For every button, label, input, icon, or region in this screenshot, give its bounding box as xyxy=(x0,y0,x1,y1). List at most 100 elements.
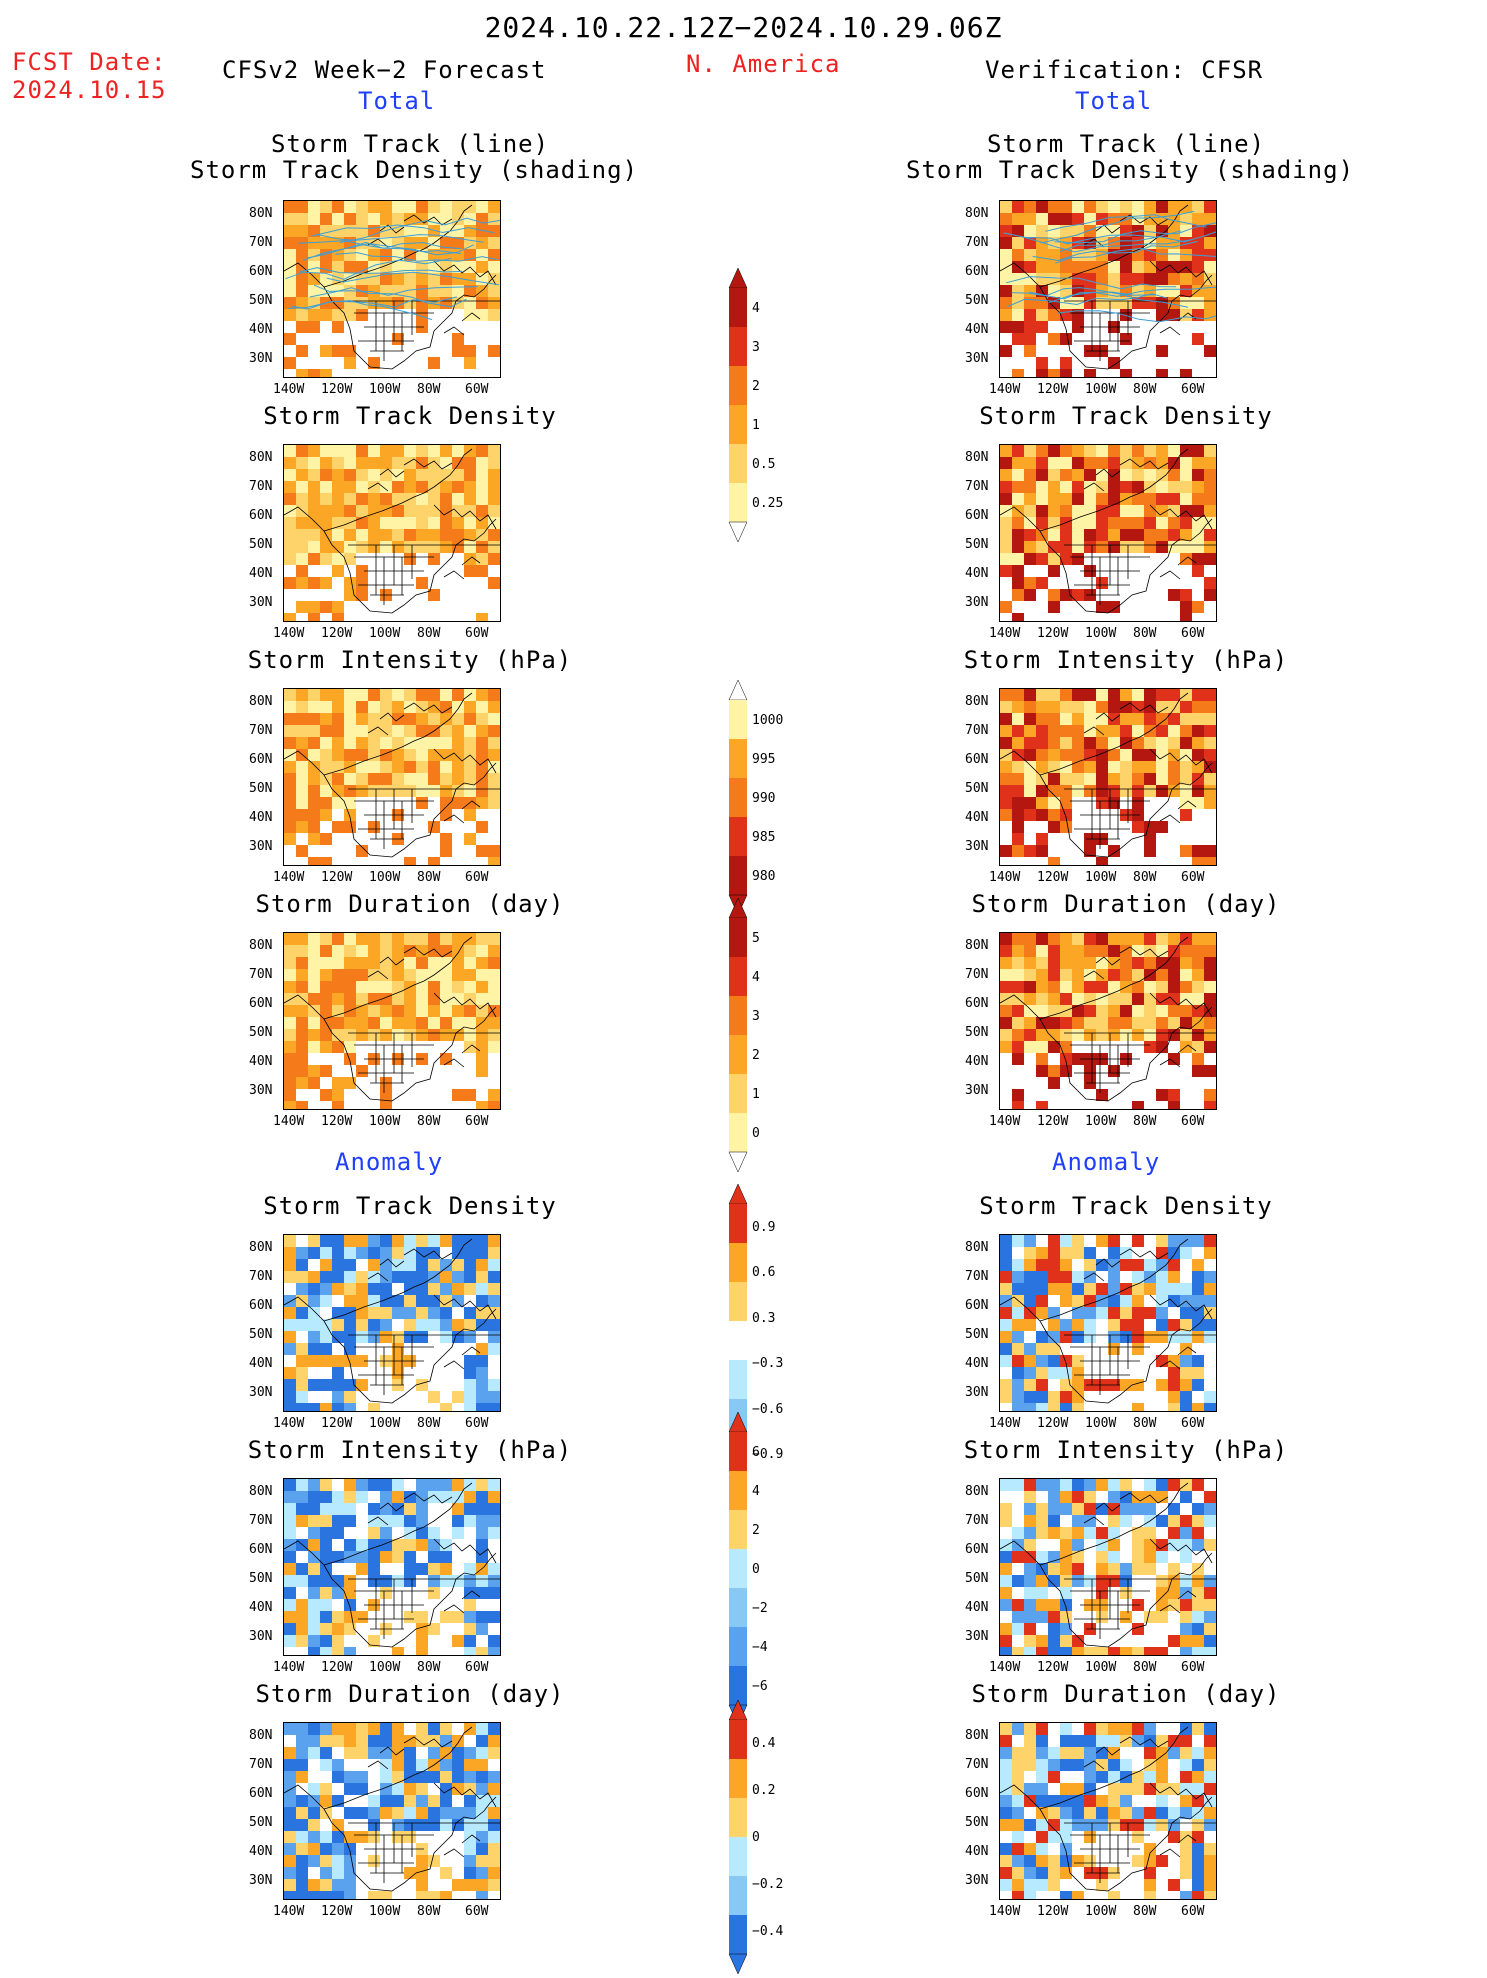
grid-cell xyxy=(1204,1647,1216,1655)
grid-cell xyxy=(332,1723,344,1735)
grid-cell xyxy=(440,969,452,981)
grid-cell xyxy=(1060,1563,1072,1575)
grid-cell xyxy=(1168,249,1180,261)
grid-cell xyxy=(1084,1283,1096,1295)
grid-cell xyxy=(1072,1807,1084,1819)
colorbar-segment xyxy=(729,1837,747,1876)
grid-cell xyxy=(1060,1379,1072,1391)
storm-track-line xyxy=(1032,241,1198,262)
grid-cell xyxy=(368,1295,380,1307)
colorbar-label: −0.3 xyxy=(752,1356,784,1372)
grid-cell xyxy=(344,1041,356,1053)
grid-cell xyxy=(1000,469,1012,481)
grid-cell xyxy=(1036,1551,1048,1563)
grid-cell xyxy=(1132,737,1144,749)
grid-cell xyxy=(1096,981,1108,993)
lat-tick-label: 60N xyxy=(965,752,989,767)
grid-cell xyxy=(308,993,320,1005)
grid-cell xyxy=(296,1479,308,1491)
grid-cell xyxy=(1072,1503,1084,1515)
grid-cell xyxy=(380,469,392,481)
grid-cell xyxy=(1096,297,1108,309)
grid-cell xyxy=(1204,1403,1216,1411)
grid-cell xyxy=(1048,469,1060,481)
grid-cell xyxy=(284,505,296,517)
grid-cell xyxy=(1144,945,1156,957)
grid-cell xyxy=(344,1391,356,1403)
grid-cell xyxy=(452,797,464,809)
grid-cell xyxy=(332,821,344,833)
grid-cell xyxy=(380,1807,392,1819)
grid-cell xyxy=(1156,541,1168,553)
colorbar-arrow-up xyxy=(728,1183,748,1205)
grid-cell xyxy=(1000,1867,1012,1879)
grid-cell xyxy=(440,481,452,493)
grid-cell xyxy=(1048,601,1060,613)
grid-cell xyxy=(368,1247,380,1259)
lat-tick-label: 50N xyxy=(249,293,273,308)
grid-cell xyxy=(296,445,308,457)
grid-cell xyxy=(1180,369,1192,377)
grid-cell xyxy=(1144,445,1156,457)
grid-cell xyxy=(404,933,416,945)
grid-cell xyxy=(1168,1587,1180,1599)
grid-cell xyxy=(356,481,368,493)
grid-cell xyxy=(392,1479,404,1491)
grid-cell xyxy=(464,701,476,713)
grid-cell xyxy=(1012,1771,1024,1783)
lat-tick-label: 80N xyxy=(965,1728,989,1743)
grid-cell xyxy=(1192,1831,1204,1843)
grid-cell xyxy=(296,1503,308,1515)
grid-cell xyxy=(1120,1795,1132,1807)
storm-track-line xyxy=(285,258,452,280)
grid-cell xyxy=(392,297,404,309)
grid-cell xyxy=(404,1331,416,1343)
grid-cell xyxy=(488,713,500,725)
grid-cell xyxy=(1168,981,1180,993)
grid-cell xyxy=(416,1735,428,1747)
grid-cell xyxy=(476,1527,488,1539)
grid-cell xyxy=(452,993,464,1005)
grid-cell xyxy=(1012,237,1024,249)
grid-cell xyxy=(1084,469,1096,481)
grid-cell xyxy=(1132,1563,1144,1575)
grid-cell xyxy=(1024,297,1036,309)
grid-cell xyxy=(284,1879,296,1891)
grid-cell xyxy=(488,1403,500,1411)
lon-tick-label: 140W xyxy=(273,382,305,397)
grid-cell xyxy=(296,225,308,237)
grid-cell xyxy=(1204,1611,1216,1623)
grid-cell xyxy=(380,1319,392,1331)
grid-cell xyxy=(440,445,452,457)
grid-cell xyxy=(1204,1855,1216,1867)
grid-cell xyxy=(452,1089,464,1101)
grid-cell xyxy=(1036,1005,1048,1017)
grid-cell xyxy=(356,725,368,737)
lat-tick-label: 30N xyxy=(249,1385,273,1400)
grid-cell xyxy=(1048,529,1060,541)
grid-cell xyxy=(416,725,428,737)
grid-cell xyxy=(284,701,296,713)
grid-cell xyxy=(464,457,476,469)
grid-cell xyxy=(332,1527,344,1539)
grid-cell xyxy=(344,1599,356,1611)
grid-cell xyxy=(1048,1527,1060,1539)
grid-cell xyxy=(1048,553,1060,565)
lat-tick-label: 30N xyxy=(249,595,273,610)
grid-cell xyxy=(1120,297,1132,309)
grid-cell xyxy=(1024,761,1036,773)
grid-cell xyxy=(344,1029,356,1041)
grid-cell xyxy=(1144,1735,1156,1747)
grid-cell xyxy=(1156,1029,1168,1041)
grid-cell xyxy=(1024,481,1036,493)
colorbar-segment xyxy=(729,1432,747,1471)
storm-track-line xyxy=(307,241,461,259)
lon-tick-label: 80W xyxy=(417,1904,441,1919)
grid-cell xyxy=(1204,1491,1216,1503)
grid-cell xyxy=(440,981,452,993)
grid-cell xyxy=(284,797,296,809)
grid-cell xyxy=(1180,1855,1192,1867)
grid-cell xyxy=(1024,1355,1036,1367)
grid-cell xyxy=(356,1551,368,1563)
lon-tick-label: 80W xyxy=(1133,1114,1157,1129)
